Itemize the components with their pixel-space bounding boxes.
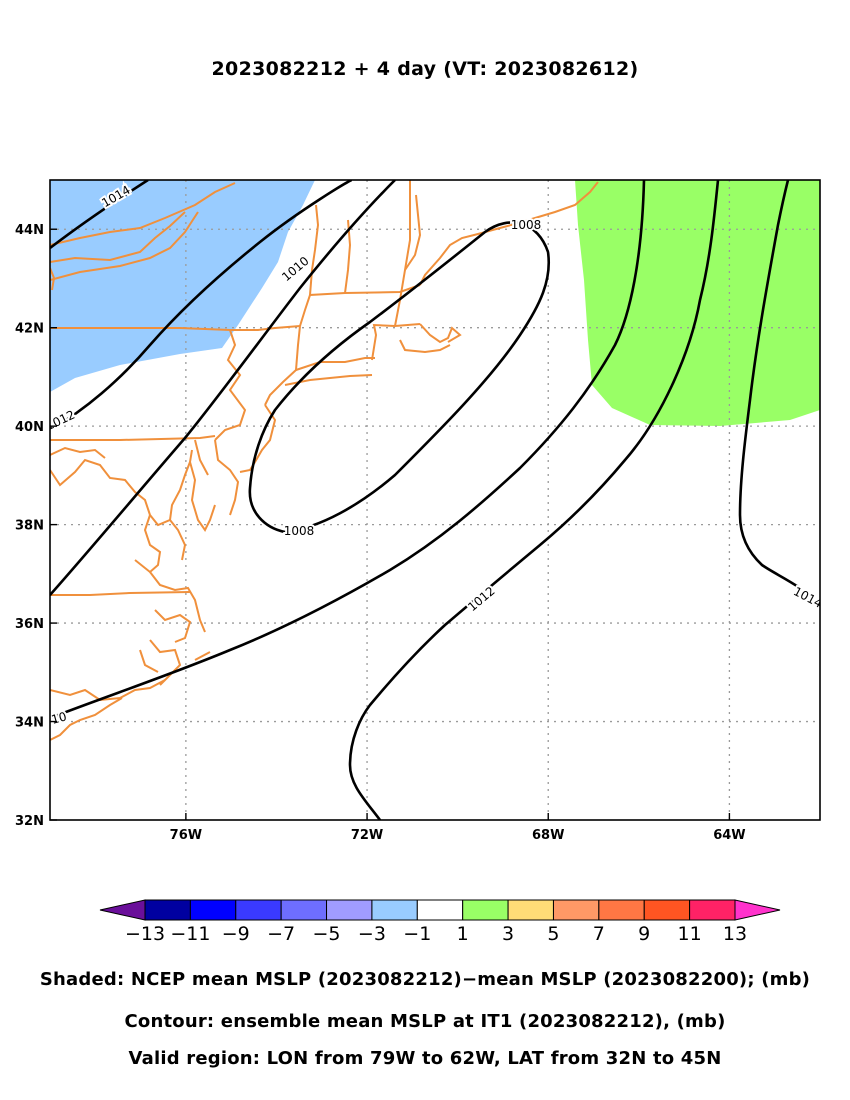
colorbar-label: −9 (222, 923, 250, 945)
coastlines-and-borders (50, 180, 599, 741)
colorbar-swatch (416, 899, 464, 921)
colorbar-label: −1 (403, 923, 431, 945)
colorbar-label: 5 (547, 923, 559, 945)
lon-tick-label: 72W (351, 828, 383, 843)
colorbar-swatch (189, 899, 237, 921)
colorbar-high-arrow (734, 899, 781, 921)
colorbar-label: 9 (638, 923, 650, 945)
lat-tick-label: 38N (15, 519, 44, 534)
colorbar-low-arrow (99, 899, 146, 921)
contour-label: 1008 (284, 524, 315, 538)
colorbar-label: −5 (313, 923, 341, 945)
chart-title: 2023082212 + 4 day (VT: 2023082612) (211, 58, 639, 80)
shaded-caption: Shaded: NCEP mean MSLP (2023082212)−mean… (39, 969, 811, 990)
lat-tick-label: 44N (15, 223, 44, 238)
lat-tick-label: 42N (15, 322, 44, 337)
contour-label: 1012 (465, 584, 497, 614)
colorbar-label: 11 (678, 923, 702, 945)
contour-1014-west (50, 180, 149, 250)
lat-tick-label: 40N (15, 420, 44, 435)
colorbar-swatch (689, 899, 736, 921)
colorbar-label: −3 (358, 923, 386, 945)
colorbar-swatch (280, 899, 328, 921)
contour-1012-west (50, 180, 353, 432)
colorbar-swatch (144, 899, 191, 921)
plot-frame (49, 179, 821, 821)
contour-label: 1012 (44, 408, 78, 434)
colorbar-swatch (462, 899, 509, 921)
colorbar-swatch (507, 899, 554, 921)
colorbar-swatch (371, 899, 418, 921)
contour-1008-closed (248, 221, 551, 534)
lon-tick-label: 68W (532, 828, 564, 843)
colorbar-label: 13 (723, 923, 747, 945)
contour-caption: Contour: ensemble mean MSLP at IT1 (2023… (124, 1011, 726, 1032)
colorbar-label: −11 (170, 923, 210, 945)
lat-tick-label: 34N (15, 716, 44, 731)
lat-tick-label: 36N (15, 617, 44, 632)
lon-tick-label: 64W (713, 828, 745, 843)
colorbar-swatch (235, 899, 282, 921)
lon-tick-label: 76W (170, 828, 202, 843)
contour-label: 10 (50, 709, 68, 726)
colorbar-swatch (643, 899, 691, 921)
axis-ticks: 76W 72W 68W 64W 32N 34N 36N 38N 40N 42N 44N (15, 223, 746, 843)
contour-label: 1008 (511, 218, 542, 232)
colorbar-label: −7 (267, 923, 295, 945)
lat-tick-label: 32N (15, 814, 44, 829)
contour-1010-south (50, 180, 646, 720)
contour-1010-west (50, 180, 396, 596)
colorbar-label: −13 (125, 923, 165, 945)
colorbar-swatch (552, 899, 600, 921)
negative-anomaly-region (50, 180, 315, 392)
colorbar-swatch (326, 899, 373, 921)
colorbar-swatch (598, 899, 645, 921)
colorbar-label: 1 (457, 923, 469, 945)
grid-lines (50, 180, 820, 820)
colorbar-label: 7 (593, 923, 605, 945)
positive-anomaly-region (575, 180, 820, 426)
contour-1012-south (348, 180, 720, 820)
colorbar: −13 −11 −9 −7 −5 −3 −1 1 3 5 7 9 11 13 (99, 899, 781, 945)
colorbar-label: 3 (502, 923, 514, 945)
contour-1014-east (738, 180, 801, 590)
mslp-contours (50, 180, 801, 820)
region-caption: Valid region: LON from 79W to 62W, LAT f… (128, 1048, 722, 1069)
